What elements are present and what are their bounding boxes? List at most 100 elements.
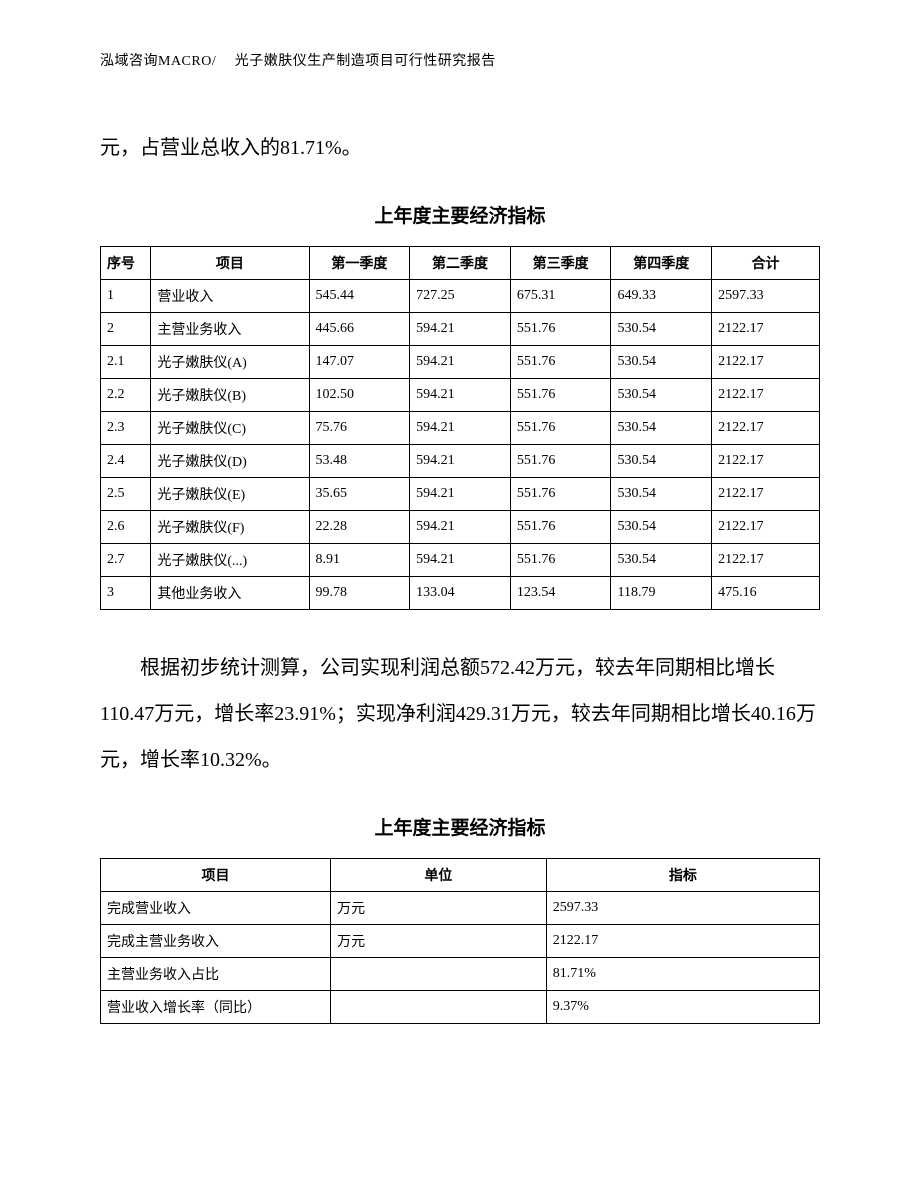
cell: 2122.17 [712, 313, 820, 346]
cell: 2122.17 [712, 478, 820, 511]
table-row: 1 营业收入 545.44 727.25 675.31 649.33 2597.… [101, 280, 820, 313]
table-row: 2 主营业务收入 445.66 594.21 551.76 530.54 212… [101, 313, 820, 346]
table-row: 2.7 光子嫩肤仪(...) 8.91 594.21 551.76 530.54… [101, 544, 820, 577]
cell: 551.76 [510, 445, 611, 478]
table1-title: 上年度主要经济指标 [100, 201, 820, 228]
cell: 594.21 [410, 544, 511, 577]
cell: 530.54 [611, 478, 712, 511]
table2-title: 上年度主要经济指标 [100, 813, 820, 840]
cell: 光子嫩肤仪(D) [151, 445, 309, 478]
cell: 万元 [331, 892, 547, 925]
cell: 2.6 [101, 511, 151, 544]
cell: 545.44 [309, 280, 410, 313]
cell: 594.21 [410, 313, 511, 346]
table-summary-indicators: 项目 单位 指标 完成营业收入 万元 2597.33 完成主营业务收入 万元 2… [100, 858, 820, 1024]
cell: 2.2 [101, 379, 151, 412]
col-seq: 序号 [101, 247, 151, 280]
col-q4: 第四季度 [611, 247, 712, 280]
cell: 光子嫩肤仪(F) [151, 511, 309, 544]
cell: 光子嫩肤仪(E) [151, 478, 309, 511]
cell [331, 958, 547, 991]
cell: 万元 [331, 925, 547, 958]
cell: 594.21 [410, 445, 511, 478]
paragraph-1: 元，占营业总收入的81.71%。 [100, 125, 820, 171]
document-page: 泓域咨询MACRO/ 光子嫩肤仪生产制造项目可行性研究报告 元，占营业总收入的8… [0, 0, 920, 1139]
table-row: 2.6 光子嫩肤仪(F) 22.28 594.21 551.76 530.54 … [101, 511, 820, 544]
cell: 主营业务收入占比 [101, 958, 331, 991]
col-q3: 第三季度 [510, 247, 611, 280]
cell: 2.7 [101, 544, 151, 577]
cell: 营业收入增长率（同比） [101, 991, 331, 1024]
cell: 其他业务收入 [151, 577, 309, 610]
cell: 551.76 [510, 313, 611, 346]
paragraph-2: 根据初步统计测算，公司实现利润总额572.42万元，较去年同期相比增长110.4… [100, 645, 820, 783]
cell: 2122.17 [712, 511, 820, 544]
cell: 594.21 [410, 478, 511, 511]
cell: 完成主营业务收入 [101, 925, 331, 958]
cell [331, 991, 547, 1024]
cell: 2.4 [101, 445, 151, 478]
table-row: 主营业务收入占比 81.71% [101, 958, 820, 991]
col-item: 项目 [101, 859, 331, 892]
cell: 22.28 [309, 511, 410, 544]
col-q1: 第一季度 [309, 247, 410, 280]
table-row: 2.3 光子嫩肤仪(C) 75.76 594.21 551.76 530.54 … [101, 412, 820, 445]
table-row: 2.5 光子嫩肤仪(E) 35.65 594.21 551.76 530.54 … [101, 478, 820, 511]
col-item: 项目 [151, 247, 309, 280]
table-row: 营业收入增长率（同比） 9.37% [101, 991, 820, 1024]
cell: 2122.17 [712, 445, 820, 478]
cell: 1 [101, 280, 151, 313]
cell: 2.1 [101, 346, 151, 379]
cell: 光子嫩肤仪(B) [151, 379, 309, 412]
cell: 727.25 [410, 280, 511, 313]
cell: 551.76 [510, 412, 611, 445]
page-header: 泓域咨询MACRO/ 光子嫩肤仪生产制造项目可行性研究报告 [100, 50, 820, 70]
cell: 594.21 [410, 379, 511, 412]
cell: 2122.17 [712, 379, 820, 412]
cell: 551.76 [510, 511, 611, 544]
table-quarterly-indicators: 序号 项目 第一季度 第二季度 第三季度 第四季度 合计 1 营业收入 545.… [100, 246, 820, 610]
cell: 35.65 [309, 478, 410, 511]
table-row: 完成营业收入 万元 2597.33 [101, 892, 820, 925]
cell: 2122.17 [712, 412, 820, 445]
cell: 594.21 [410, 511, 511, 544]
cell: 光子嫩肤仪(A) [151, 346, 309, 379]
cell: 3 [101, 577, 151, 610]
cell: 675.31 [510, 280, 611, 313]
cell: 594.21 [410, 346, 511, 379]
cell: 2.5 [101, 478, 151, 511]
cell: 551.76 [510, 379, 611, 412]
cell: 2 [101, 313, 151, 346]
cell: 551.76 [510, 346, 611, 379]
cell: 551.76 [510, 544, 611, 577]
table-header-row: 序号 项目 第一季度 第二季度 第三季度 第四季度 合计 [101, 247, 820, 280]
cell: 主营业务收入 [151, 313, 309, 346]
cell: 2122.17 [712, 346, 820, 379]
col-unit: 单位 [331, 859, 547, 892]
cell: 123.54 [510, 577, 611, 610]
cell: 光子嫩肤仪(...) [151, 544, 309, 577]
cell: 2.3 [101, 412, 151, 445]
cell: 2122.17 [546, 925, 819, 958]
cell: 2597.33 [546, 892, 819, 925]
table-row: 2.1 光子嫩肤仪(A) 147.07 594.21 551.76 530.54… [101, 346, 820, 379]
table-row: 2.4 光子嫩肤仪(D) 53.48 594.21 551.76 530.54 … [101, 445, 820, 478]
cell: 475.16 [712, 577, 820, 610]
cell: 649.33 [611, 280, 712, 313]
cell: 530.54 [611, 445, 712, 478]
cell: 2122.17 [712, 544, 820, 577]
cell: 530.54 [611, 412, 712, 445]
cell: 102.50 [309, 379, 410, 412]
cell: 530.54 [611, 313, 712, 346]
cell: 光子嫩肤仪(C) [151, 412, 309, 445]
cell: 营业收入 [151, 280, 309, 313]
cell: 8.91 [309, 544, 410, 577]
cell: 530.54 [611, 544, 712, 577]
cell: 445.66 [309, 313, 410, 346]
cell: 551.76 [510, 478, 611, 511]
cell: 147.07 [309, 346, 410, 379]
cell: 99.78 [309, 577, 410, 610]
cell: 594.21 [410, 412, 511, 445]
col-index: 指标 [546, 859, 819, 892]
table-row: 完成主营业务收入 万元 2122.17 [101, 925, 820, 958]
